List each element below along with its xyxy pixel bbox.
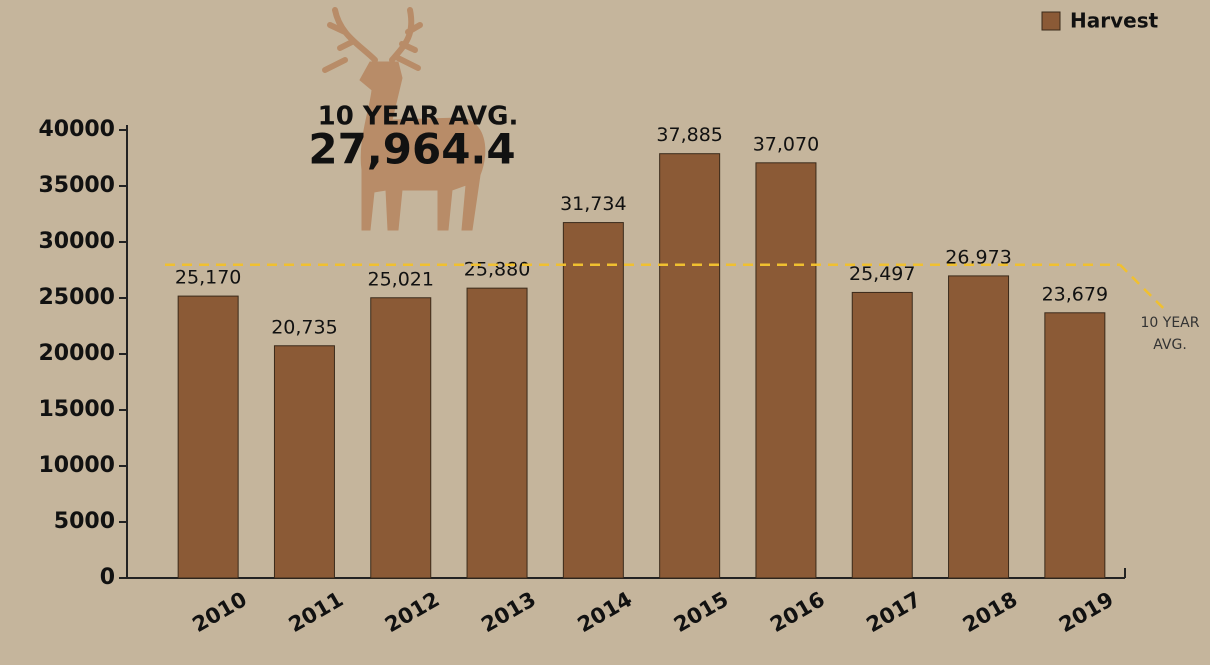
legend-label: Harvest xyxy=(1070,9,1159,33)
y-tick-label: 10000 xyxy=(38,453,115,478)
value-label: 25,497 xyxy=(849,263,915,285)
x-tick-label: 2012 xyxy=(381,587,444,637)
x-tick-label: 2016 xyxy=(766,587,829,637)
average-value: 27,964.4 xyxy=(308,125,515,174)
bar xyxy=(756,163,816,578)
value-label: 25,170 xyxy=(175,267,241,289)
bar xyxy=(949,276,1009,578)
value-label: 37,070 xyxy=(753,133,819,155)
y-tick-label: 15000 xyxy=(38,397,115,422)
chart: 10 YEAR AVG. 27,964.4 Harvest 0 5000 10000… xyxy=(0,0,1210,665)
average-side-label: 10 YEAR xyxy=(1141,315,1200,331)
y-tick-label: 5000 xyxy=(54,509,115,534)
x-tick-label: 2011 xyxy=(285,587,348,637)
value-label: 25,880 xyxy=(464,259,530,281)
x-tick-label: 2015 xyxy=(670,587,733,637)
x-tick-label: 2018 xyxy=(959,587,1022,637)
value-label: 37,885 xyxy=(656,124,722,146)
bar xyxy=(371,298,431,578)
value-label: 31,734 xyxy=(560,193,626,215)
bar xyxy=(274,346,334,578)
x-tick-label: 2019 xyxy=(1055,587,1118,637)
value-label: 23,679 xyxy=(1042,283,1108,305)
average-leader xyxy=(1120,265,1165,310)
bar xyxy=(1045,313,1105,578)
legend-swatch xyxy=(1042,12,1060,30)
x-tick-label: 2017 xyxy=(862,587,925,637)
y-tick-label: 40000 xyxy=(38,117,115,142)
y-tick-label: 30000 xyxy=(38,229,115,254)
x-tick-label: 2010 xyxy=(188,587,251,637)
y-tick-label: 25000 xyxy=(38,285,115,310)
value-label: 20,735 xyxy=(271,316,337,338)
bar xyxy=(467,288,527,578)
average-side-label: AVG. xyxy=(1153,337,1187,353)
y-tick-label: 35000 xyxy=(38,173,115,198)
bar xyxy=(563,223,623,578)
bar xyxy=(178,296,238,578)
bar xyxy=(852,292,912,578)
y-tick-label: 20000 xyxy=(38,341,115,366)
bar xyxy=(660,154,720,578)
y-tick-label: 0 xyxy=(100,565,115,590)
x-tick-label: 2014 xyxy=(574,587,637,637)
x-tick-label: 2013 xyxy=(477,587,540,637)
value-label: 25,021 xyxy=(368,268,434,290)
